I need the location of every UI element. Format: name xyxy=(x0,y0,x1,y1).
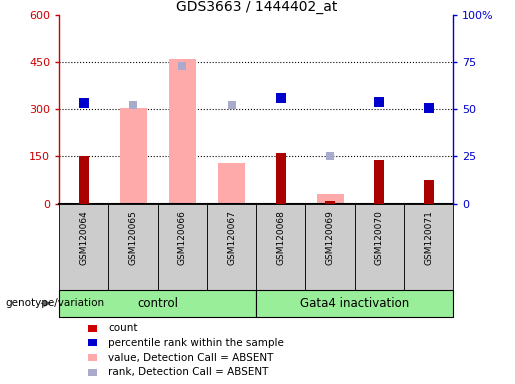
Text: GSM120067: GSM120067 xyxy=(227,210,236,265)
Bar xyxy=(317,194,344,204)
Text: GSM120064: GSM120064 xyxy=(79,210,89,265)
Bar xyxy=(374,160,384,204)
Text: rank, Detection Call = ABSENT: rank, Detection Call = ABSENT xyxy=(108,367,268,377)
Bar xyxy=(119,108,147,204)
Bar xyxy=(207,204,256,290)
Text: GSM120065: GSM120065 xyxy=(129,210,138,265)
Bar xyxy=(276,153,286,204)
Bar xyxy=(424,180,434,204)
Text: GSM120068: GSM120068 xyxy=(277,210,285,265)
Text: genotype/variation: genotype/variation xyxy=(5,298,104,308)
Bar xyxy=(59,204,109,290)
Bar xyxy=(79,157,89,204)
Bar xyxy=(158,204,207,290)
Bar xyxy=(218,163,245,204)
Text: GSM120066: GSM120066 xyxy=(178,210,187,265)
Text: GSM120070: GSM120070 xyxy=(375,210,384,265)
Text: count: count xyxy=(108,323,138,333)
Bar xyxy=(305,204,355,290)
Text: percentile rank within the sample: percentile rank within the sample xyxy=(108,338,284,348)
Text: value, Detection Call = ABSENT: value, Detection Call = ABSENT xyxy=(108,353,273,362)
Bar xyxy=(59,290,256,317)
Text: GSM120071: GSM120071 xyxy=(424,210,433,265)
Text: GSM120069: GSM120069 xyxy=(325,210,335,265)
Bar xyxy=(256,204,305,290)
Bar xyxy=(325,201,335,204)
Text: Gata4 inactivation: Gata4 inactivation xyxy=(300,297,409,310)
Bar xyxy=(169,59,196,204)
Bar xyxy=(404,204,453,290)
Bar xyxy=(256,290,453,317)
Text: control: control xyxy=(137,297,178,310)
Bar xyxy=(109,204,158,290)
Title: GDS3663 / 1444402_at: GDS3663 / 1444402_at xyxy=(176,0,337,14)
Bar xyxy=(355,204,404,290)
